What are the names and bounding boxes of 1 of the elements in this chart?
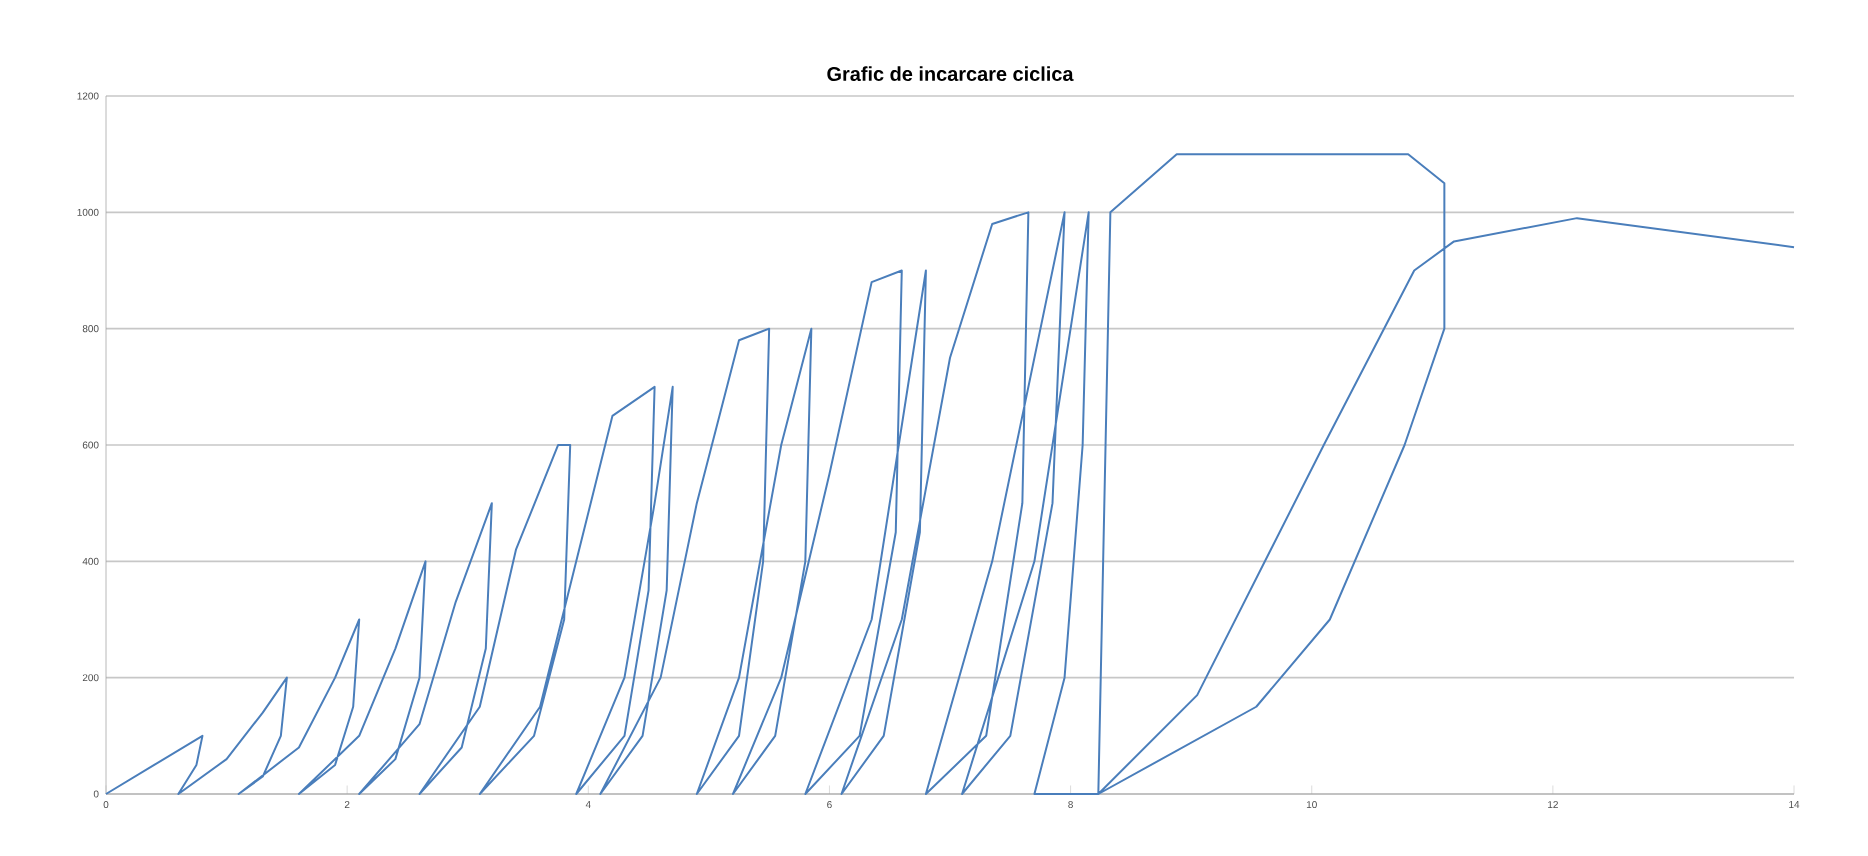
chart-title: Grafic de incarcare ciclica (827, 66, 1074, 81)
